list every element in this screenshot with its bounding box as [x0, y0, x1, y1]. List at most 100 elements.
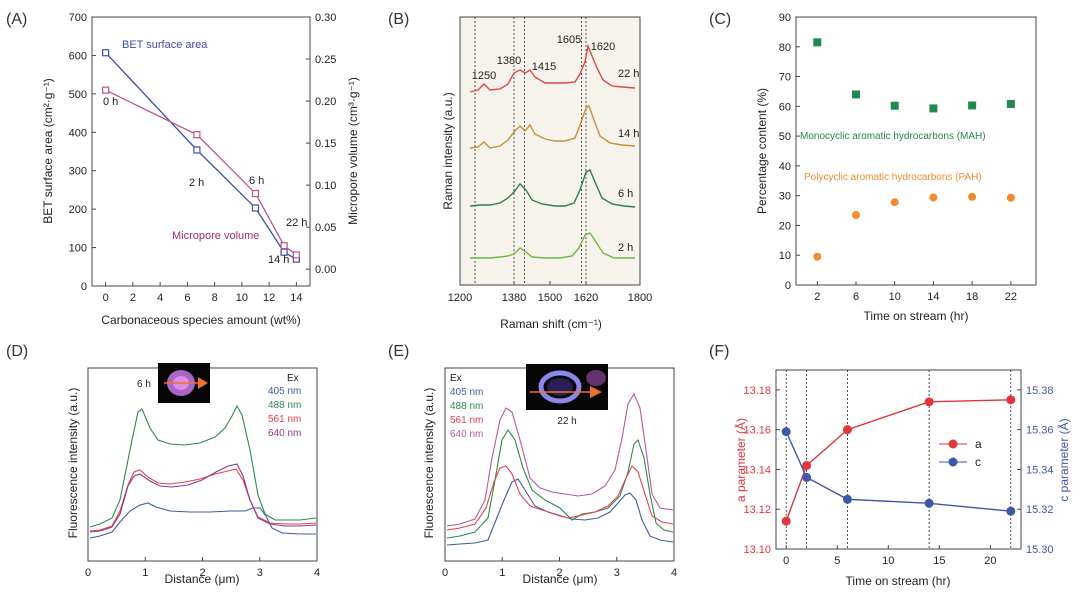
curve-d-405	[89, 502, 316, 539]
x-tick-label: 0	[442, 567, 448, 579]
panel-d-legend-488: 488 nm	[268, 400, 301, 411]
y-right-tick-label: 0.20	[315, 96, 336, 108]
x-tick-label: 6	[853, 291, 859, 303]
y-tick-label: 30	[779, 191, 791, 203]
data-point-c	[842, 494, 852, 504]
y-tick-label: 13.10	[743, 544, 771, 556]
y-tick-label: 200	[69, 204, 87, 216]
x-tick-label: 5	[834, 555, 840, 567]
panel-e-label: (E)	[388, 343, 409, 360]
panel-a-annot-micropore: Micropore volume	[172, 230, 259, 242]
data-point-a	[924, 397, 934, 407]
pah-point	[1006, 193, 1015, 202]
spectrum-6h	[469, 169, 636, 208]
mah-point	[813, 38, 822, 47]
panel-b-xlabel: Raman shift (cm⁻¹)	[500, 317, 602, 331]
x-tick-label: 6	[184, 292, 190, 304]
y-tick-label: 40	[779, 161, 791, 173]
x-tick-label: 2	[556, 567, 562, 579]
y-tick-label: 500	[69, 89, 87, 101]
x-tick-label: 4	[671, 567, 677, 579]
panel-d-ylabel: Fluorescence intensity (a.u.)	[66, 388, 80, 539]
spectrum-label-6h: 6 h	[618, 188, 633, 200]
panel-c-frame	[795, 16, 1037, 286]
panel-a-annot-14h: 14 h	[268, 254, 289, 266]
panel-d-legend-561: 561 nm	[268, 414, 301, 425]
y-right-tick-label: 0.15	[315, 138, 336, 150]
panel-a-annot-bet: BET surface area	[122, 39, 208, 51]
x-tick-label: 1	[142, 567, 148, 579]
spectrum-label-2h: 2 h	[618, 242, 633, 254]
panel-a-ticks: 0 2 4 6 8 10 12 14 0 100 200 300 400 500 600 700 0.00 0.0…	[69, 12, 337, 304]
panel-d-ticks: 0 1 2 3 4	[85, 557, 320, 579]
x-tick-label: 18	[966, 291, 978, 303]
panel-f-xlabel: Time on stream (hr)	[846, 574, 951, 588]
y-right-tick-label: 0.30	[315, 12, 336, 24]
panel-e: (E) 0 1 2 3 4 22 h Ex 405 nm 488 nm 561 nm 6…	[388, 343, 677, 586]
panel-a-annot-6h: 6 h	[249, 175, 264, 187]
panel-d-inset-label: 6 h	[137, 379, 151, 390]
data-point-a	[802, 460, 812, 470]
data-point-a	[1006, 395, 1016, 405]
panel-c-legend-mah: Monocyclic aromatic hydrocarbons (MAH)	[800, 131, 986, 142]
panel-d-xlabel: Distance (μm)	[165, 572, 240, 586]
panel-c-label: (C)	[709, 11, 731, 28]
y-right-tick-label: 15.34	[1026, 464, 1054, 476]
y-tick-label: 300	[69, 166, 87, 178]
x-tick-label: 3	[257, 567, 263, 579]
panel-b-frame	[459, 16, 641, 286]
x-tick-label: 12	[263, 292, 275, 304]
y-right-tick-label: 0.05	[315, 222, 336, 234]
x-tick-label: 22	[1005, 291, 1017, 303]
panel-e-inset	[526, 364, 608, 410]
mah-point	[852, 90, 860, 99]
curve-e-561	[446, 465, 674, 531]
x-tick-label: 10	[882, 555, 894, 567]
x-tick-label: 1500	[538, 292, 562, 304]
panel-f-marks	[781, 395, 1016, 526]
x-tick-label: 2	[130, 292, 136, 304]
panel-a-annot-22h: 22 h	[286, 217, 307, 229]
panel-f-ylabel-right: c parameter (Å)	[1056, 418, 1071, 501]
panel-d: (D) 0 1 2 3 4 6 h Ex 405 nm 488 nm 561 nm 64…	[6, 343, 320, 586]
spectrum-label-22h: 22 h	[618, 68, 639, 80]
y-right-tick-label: 0.00	[315, 264, 336, 276]
peak-label-1380: 1380	[497, 55, 521, 67]
data-point-micropore	[251, 189, 260, 198]
panel-e-legend-title: Ex	[450, 373, 462, 384]
panel-b-reference-lines	[474, 17, 587, 285]
panel-b-label: (B)	[388, 11, 409, 28]
panel-a-ylabel-right: Micropore volume (cm³·g⁻¹)	[346, 77, 360, 225]
panel-d-legend-title: Ex	[287, 373, 299, 384]
data-point-micropore	[193, 131, 201, 139]
x-tick-label: 0	[103, 292, 109, 304]
x-tick-label: 4	[314, 567, 320, 579]
data-point-micropore	[280, 242, 288, 250]
y-tick-label: 13.16	[743, 425, 771, 437]
x-tick-label: 4	[157, 292, 163, 304]
spectrum-label-14h: 14 h	[618, 128, 639, 140]
panel-c: (C) 2 6 10 14 18 22 0 10 20 30 40 50 60 70 80 90 Monocy…	[709, 11, 1037, 323]
panel-d-legend-640: 640 nm	[268, 428, 301, 439]
x-tick-label: 14	[927, 291, 939, 303]
x-tick-label: 1620	[574, 292, 598, 304]
data-point-c	[781, 427, 791, 437]
panel-f-ticks: 0 5 10 15 20 13.10 13.12 13.14 13.16 13.18 15.30 15…	[743, 385, 1053, 567]
y-right-tick-label: 15.32	[1026, 504, 1054, 516]
mah-point	[968, 101, 977, 110]
series-line-bet	[105, 52, 297, 260]
panel-d-curves	[89, 404, 317, 539]
x-tick-label: 3	[614, 567, 620, 579]
y-tick-label: 0	[81, 281, 87, 293]
x-tick-label: 14	[290, 292, 302, 304]
spectrum-14h	[469, 104, 636, 149]
pah-point	[813, 252, 822, 261]
panel-b-spectra	[469, 43, 636, 259]
panel-c-ticks: 2 6 10 14 18 22 0 10 20 30 40 50 60 70 80 90	[779, 12, 1017, 303]
arrow-head-icon	[198, 377, 208, 389]
panel-a-xlabel: Carbonaceous species amount (wt%)	[101, 313, 300, 327]
pah-point	[852, 211, 860, 220]
x-tick-label: 0	[783, 555, 789, 567]
data-point-c	[802, 472, 812, 482]
